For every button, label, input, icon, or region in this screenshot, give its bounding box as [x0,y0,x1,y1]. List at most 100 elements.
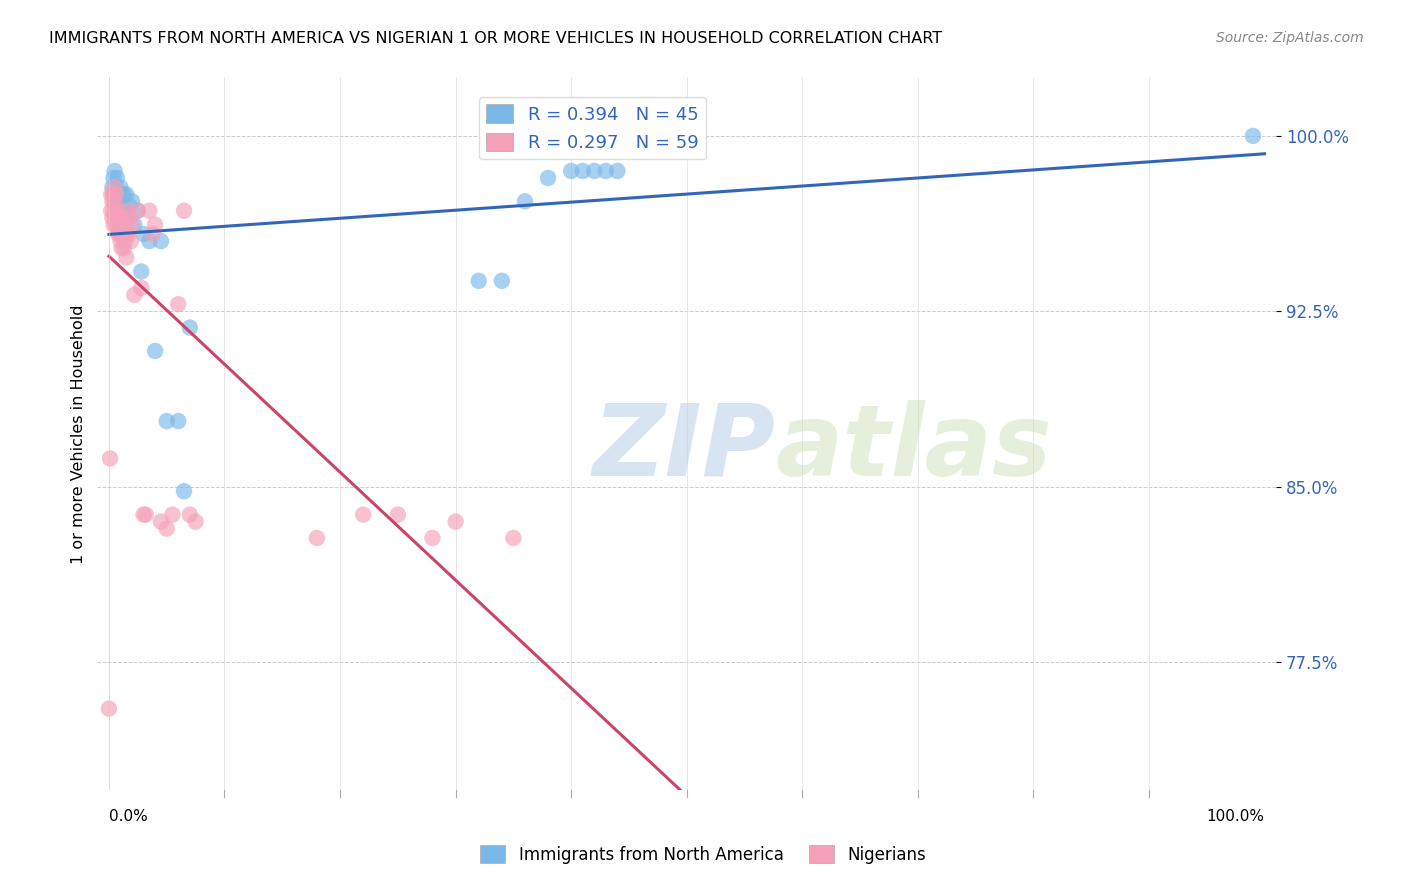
Point [138,203,160,218]
Point [103,171,125,186]
Point [107,203,129,218]
Point [104,203,127,218]
Point [110,234,132,248]
Point [124,288,146,302]
Point [105,187,128,202]
Point [111,187,134,202]
Point [1241,128,1264,143]
Point [124,218,146,232]
Point [103,187,125,202]
Point [111,218,134,232]
Point [107,187,129,202]
Point [143,343,166,358]
Point [111,211,134,225]
Point [184,515,207,529]
Point [132,227,155,241]
Text: 100.0%: 100.0% [1206,809,1264,824]
Point [117,211,139,225]
Point [101,194,124,209]
Point [97,701,120,715]
Point [135,508,157,522]
Point [138,234,160,248]
Point [129,264,152,278]
Point [467,274,489,288]
Point [107,211,129,225]
Point [118,211,141,225]
Point [121,218,143,232]
Point [595,164,617,178]
Text: IMMIGRANTS FROM NORTH AMERICA VS NIGERIAN 1 OR MORE VEHICLES IN HOUSEHOLD CORREL: IMMIGRANTS FROM NORTH AMERICA VS NIGERIA… [49,31,942,46]
Point [108,211,131,225]
Point [112,187,135,202]
Point [108,211,131,225]
Point [143,218,166,232]
Point [98,451,121,466]
Legend: R = 0.394   N = 45, R = 0.297   N = 59: R = 0.394 N = 45, R = 0.297 N = 59 [479,97,706,160]
Point [127,203,149,218]
Point [108,194,131,209]
Point [114,218,136,232]
Point [179,508,201,522]
Point [104,180,127,194]
Point [491,274,513,288]
Point [108,227,131,241]
Point [121,194,143,209]
Point [117,203,139,218]
Point [110,218,132,232]
Point [107,227,129,241]
Point [101,180,124,194]
Point [162,508,184,522]
Point [444,515,467,529]
Point [111,211,134,225]
Point [167,414,190,428]
Point [560,164,582,178]
Point [100,203,122,218]
Point [105,203,128,218]
Point [129,281,152,295]
Point [104,211,127,225]
Point [167,297,190,311]
Point [387,508,409,522]
Point [173,484,195,499]
Point [142,227,165,241]
Point [117,227,139,241]
Point [537,171,560,186]
Text: atlas: atlas [775,400,1052,497]
Text: ZIP: ZIP [592,400,776,497]
Point [513,194,536,209]
Point [104,187,127,202]
Point [104,218,127,232]
Point [502,531,524,545]
Point [179,320,201,334]
Point [115,187,138,202]
Point [111,227,134,241]
Point [149,515,172,529]
Point [104,180,127,194]
Legend: Immigrants from North America, Nigerians: Immigrants from North America, Nigerians [474,838,932,871]
Point [571,164,593,178]
Point [103,187,125,202]
Point [352,508,374,522]
Point [111,241,134,255]
Point [173,203,195,218]
Text: 0.0%: 0.0% [108,809,148,824]
Point [115,251,138,265]
Point [103,203,125,218]
Point [104,203,127,218]
Point [156,414,179,428]
Point [104,194,127,209]
Point [104,194,127,209]
Point [100,187,122,202]
Point [110,194,132,209]
Point [114,203,136,218]
Point [115,227,138,241]
Point [156,522,179,536]
Text: Source: ZipAtlas.com: Source: ZipAtlas.com [1216,31,1364,45]
Point [112,218,135,232]
Point [583,164,606,178]
Point [127,203,149,218]
Y-axis label: 1 or more Vehicles in Household: 1 or more Vehicles in Household [72,304,86,564]
Point [110,180,132,194]
Point [111,203,134,218]
Point [118,199,141,213]
